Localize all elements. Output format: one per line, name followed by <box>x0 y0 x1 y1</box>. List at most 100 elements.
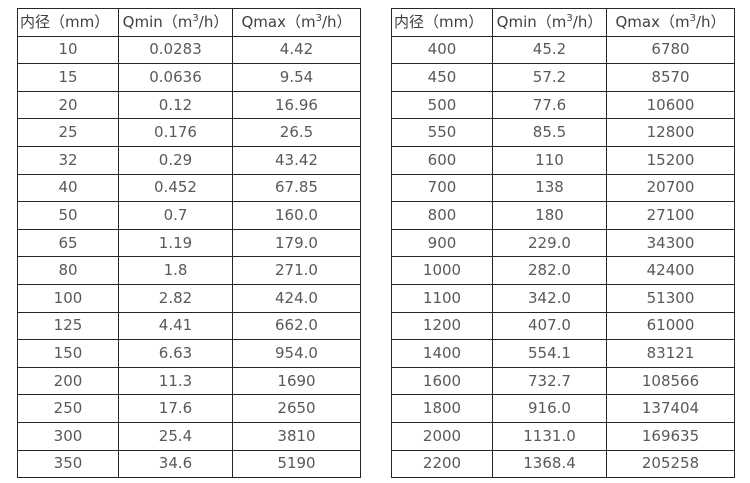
table-row: 1600 732.7 108566 <box>391 366 735 396</box>
flow-spec-table-small-diameters: 内径（mm） Qmin（m3/h） Qmax（m3/h） 10 0.0283 4.42 1… <box>17 8 361 479</box>
table-row: 1100 342.0 51300 <box>391 283 735 313</box>
table-cell: 200 <box>17 366 119 396</box>
table-row: 600 110 15200 <box>391 145 735 175</box>
table-row: 40 0.452 67.85 <box>17 173 361 203</box>
table-cell: 65 <box>17 228 119 258</box>
table-cell: 0.0636 <box>118 63 233 92</box>
table-cell: 45.2 <box>492 35 607 65</box>
table-cell: 51300 <box>606 283 735 313</box>
table-cell: 137404 <box>606 394 735 423</box>
superscript: 3 <box>566 13 573 25</box>
table-body: 10 0.0283 4.42 15 0.0636 9.54 20 0.12 16.96 25 0.1… <box>17 35 361 479</box>
table-cell: 180 <box>492 201 607 230</box>
column-header: Qmin（m3/h） <box>492 8 607 37</box>
table-row: 800 180 27100 <box>391 201 735 230</box>
column-header: 内径（mm） <box>17 8 119 37</box>
table-cell: 1.19 <box>118 228 233 258</box>
table-row: 1200 407.0 61000 <box>391 311 735 341</box>
table-cell: 85.5 <box>492 118 607 147</box>
table-row: 1000 282.0 42400 <box>391 256 735 285</box>
table-row: 15 0.0636 9.54 <box>17 63 361 92</box>
table-cell: 1800 <box>391 394 493 423</box>
table-cell: 40 <box>17 173 119 203</box>
table-row: 350 34.6 5190 <box>17 449 361 479</box>
table-cell: 42400 <box>606 256 735 285</box>
table-cell: 732.7 <box>492 366 607 396</box>
table-cell: 1131.0 <box>492 421 607 451</box>
table-row: 20 0.12 16.96 <box>17 90 361 120</box>
table-cell: 1400 <box>391 339 493 368</box>
table-cell: 17.6 <box>118 394 233 423</box>
table-row: 300 25.4 3810 <box>17 421 361 451</box>
table-cell: 662.0 <box>232 311 361 341</box>
table-row: 550 85.5 12800 <box>391 118 735 147</box>
table-body: 400 45.2 6780 450 57.2 8570 500 77.6 10600 550 85.… <box>391 35 735 479</box>
table-row: 250 17.6 2650 <box>17 394 361 423</box>
table-header: 内径（mm） Qmin（m3/h） Qmax（m3/h） <box>391 8 735 37</box>
table-cell: 1368.4 <box>492 449 607 479</box>
table-cell: 400 <box>391 35 493 65</box>
table-cell: 600 <box>391 145 493 175</box>
table-cell: 15200 <box>606 145 735 175</box>
table-cell: 25 <box>17 118 119 147</box>
superscript: 3 <box>192 13 199 25</box>
table-cell: 150 <box>17 339 119 368</box>
table-cell: 500 <box>391 90 493 120</box>
table-row: 65 1.19 179.0 <box>17 228 361 258</box>
table-cell: 2.82 <box>118 283 233 313</box>
spec-tables-container: 内径（mm） Qmin（m3/h） Qmax（m3/h） 10 0.0283 4.42 1… <box>17 8 735 479</box>
table-header: 内径（mm） Qmin（m3/h） Qmax（m3/h） <box>17 8 361 37</box>
table-cell: 900 <box>391 228 493 258</box>
superscript: 3 <box>689 13 696 25</box>
table-cell: 2000 <box>391 421 493 451</box>
table-cell: 77.6 <box>492 90 607 120</box>
table-cell: 0.12 <box>118 90 233 120</box>
table-row: 1400 554.1 83121 <box>391 339 735 368</box>
table-cell: 8570 <box>606 63 735 92</box>
table-cell: 271.0 <box>232 256 361 285</box>
table-row: 900 229.0 34300 <box>391 228 735 258</box>
table-cell: 9.54 <box>232 63 361 92</box>
table-cell: 350 <box>17 449 119 479</box>
table-cell: 407.0 <box>492 311 607 341</box>
table-row: 1800 916.0 137404 <box>391 394 735 423</box>
table-cell: 800 <box>391 201 493 230</box>
table-cell: 61000 <box>606 311 735 341</box>
table-row: 32 0.29 43.42 <box>17 145 361 175</box>
table-cell: 67.85 <box>232 173 361 203</box>
table-cell: 12800 <box>606 118 735 147</box>
table-cell: 1000 <box>391 256 493 285</box>
table-row: 25 0.176 26.5 <box>17 118 361 147</box>
table-row: 10 0.0283 4.42 <box>17 35 361 65</box>
table-cell: 282.0 <box>492 256 607 285</box>
table-row: 2000 1131.0 169635 <box>391 421 735 451</box>
table-row: 80 1.8 271.0 <box>17 256 361 285</box>
table-cell: 4.41 <box>118 311 233 341</box>
table-cell: 6780 <box>606 35 735 65</box>
table-row: 500 77.6 10600 <box>391 90 735 120</box>
column-header: Qmin（m3/h） <box>118 8 233 37</box>
table-row: 50 0.7 160.0 <box>17 201 361 230</box>
table-cell: 34.6 <box>118 449 233 479</box>
flow-spec-table-large-diameters: 内径（mm） Qmin（m3/h） Qmax（m3/h） 400 45.2 6780 45… <box>391 8 735 479</box>
table-cell: 5190 <box>232 449 361 479</box>
table-cell: 179.0 <box>232 228 361 258</box>
table-row: 2200 1368.4 205258 <box>391 449 735 479</box>
table-cell: 34300 <box>606 228 735 258</box>
table-cell: 32 <box>17 145 119 175</box>
table-cell: 550 <box>391 118 493 147</box>
table-cell: 0.452 <box>118 173 233 203</box>
table-cell: 450 <box>391 63 493 92</box>
table-cell: 50 <box>17 201 119 230</box>
table-cell: 2650 <box>232 394 361 423</box>
table-cell: 100 <box>17 283 119 313</box>
table-cell: 6.63 <box>118 339 233 368</box>
table-row: 100 2.82 424.0 <box>17 283 361 313</box>
table-cell: 954.0 <box>232 339 361 368</box>
table-row: 450 57.2 8570 <box>391 63 735 92</box>
table-row: 400 45.2 6780 <box>391 35 735 65</box>
table-cell: 10600 <box>606 90 735 120</box>
superscript: 3 <box>315 13 322 25</box>
table-cell: 1100 <box>391 283 493 313</box>
table-row: 700 138 20700 <box>391 173 735 203</box>
